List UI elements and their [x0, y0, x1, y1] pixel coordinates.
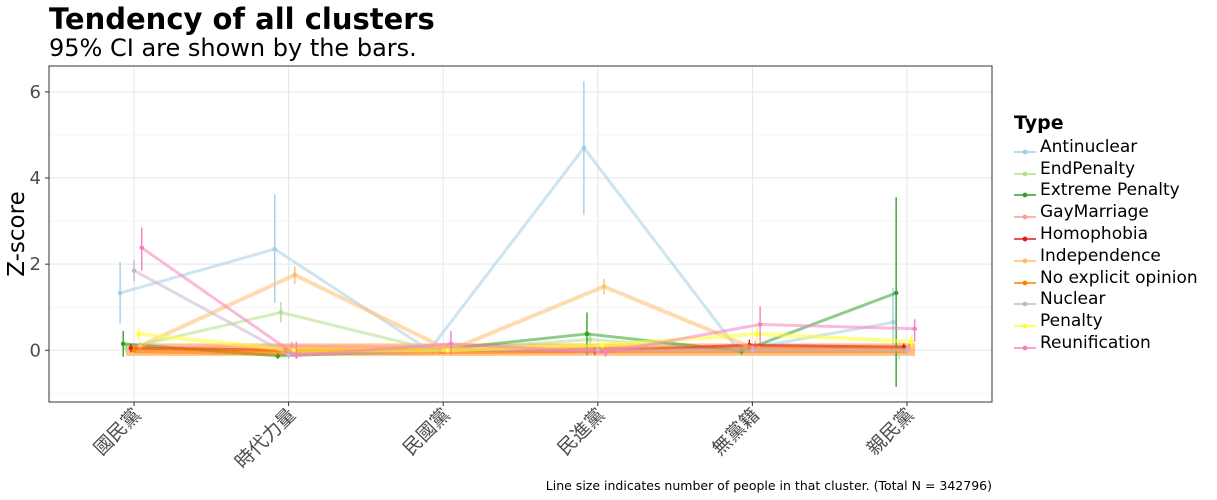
chart-title: Tendency of all clusters [49, 2, 435, 36]
legend-key [1014, 251, 1036, 264]
legend-label: EndPenalty [1040, 158, 1136, 179]
legend-swatch [1014, 214, 1036, 220]
legend-key [1014, 229, 1036, 242]
data-point [136, 331, 141, 337]
data-point [584, 331, 590, 337]
legend-item: Reunification [1014, 332, 1198, 354]
y-tick-label: 2 [30, 254, 41, 275]
data-point [909, 339, 914, 344]
legend-swatch [1014, 280, 1036, 286]
legend-label: Penalty [1040, 311, 1103, 332]
legend-key [1014, 164, 1036, 177]
series-line [133, 269, 907, 357]
data-point [120, 341, 126, 347]
legend-item: Homophobia [1014, 223, 1198, 245]
series-line [140, 246, 915, 357]
data-point [581, 145, 587, 151]
data-point [131, 348, 137, 353]
data-point [445, 348, 451, 353]
legend-item: Antinuclear [1014, 136, 1198, 158]
y-tick-label: 4 [30, 168, 41, 189]
legend-title: Type [1014, 112, 1064, 134]
legend-key [1014, 185, 1036, 198]
x-tick-label: 時代力量 [231, 404, 300, 473]
legend-swatch [1014, 302, 1036, 307]
data-point [904, 348, 910, 353]
data-point [448, 341, 454, 347]
data-point [600, 342, 605, 348]
y-tick-label: 0 [30, 340, 41, 361]
legend-swatch [1014, 323, 1036, 329]
axis-layer: 0 2 4 6 國民黨 時代力量 民國黨 民進黨 無黨籍 親民黨 Z-score [4, 82, 919, 473]
data-point [278, 310, 284, 315]
legend-swatch [1014, 345, 1036, 351]
data-point [272, 246, 278, 252]
x-tick-label: 無黨籍 [708, 404, 764, 460]
legend-label: Reunification [1040, 333, 1151, 354]
legend-items: Antinuclear EndPenalty Extreme Penalty GayM… [1014, 136, 1198, 354]
data-point [292, 272, 298, 278]
legend: Type Antinuclear EndPenalty Extreme Penalt… [1014, 112, 1198, 354]
data-point [294, 353, 299, 358]
caption: Line size indicates number of people in … [545, 478, 992, 493]
data-point [603, 350, 608, 355]
legend-label: No explicit opinion [1040, 267, 1198, 288]
data-point [757, 322, 763, 327]
data-point [750, 348, 755, 353]
x-tick-label: 民進黨 [553, 404, 609, 460]
legend-key [1014, 207, 1036, 220]
legend-key [1014, 294, 1036, 307]
panel-border [48, 65, 993, 403]
data-point [139, 245, 145, 251]
data-point [286, 352, 291, 357]
legend-item: Extreme Penalty [1014, 180, 1198, 202]
legend-swatch [1014, 193, 1036, 198]
legend-label: Extreme Penalty [1040, 180, 1180, 201]
x-tick-label: 民國黨 [399, 404, 455, 460]
legend-swatch [1014, 258, 1036, 264]
data-point [123, 345, 129, 351]
data-point [893, 290, 899, 296]
data-point [289, 343, 295, 349]
data-point [910, 348, 916, 353]
chart-subtitle: 95% CI are shown by the bars. [49, 34, 417, 62]
series-reunification [139, 227, 918, 359]
legend-item: GayMarriage [1014, 201, 1198, 223]
data-point [601, 284, 607, 289]
series-extreme-penalty [120, 197, 899, 387]
data-point [912, 326, 918, 332]
y-axis-label: Z-score [4, 191, 30, 276]
data-point [587, 337, 593, 342]
legend-item: Penalty [1014, 310, 1198, 332]
legend-label: Nuclear [1040, 289, 1106, 310]
legend-label: GayMarriage [1040, 202, 1149, 223]
legend-swatch [1014, 236, 1036, 242]
legend-label: Antinuclear [1040, 136, 1138, 157]
legend-item: EndPenalty [1014, 158, 1198, 180]
legend-label: Independence [1040, 245, 1161, 266]
data-point [117, 290, 123, 296]
x-tick-label: 親民黨 [863, 404, 919, 460]
x-tick-label: 國民黨 [90, 404, 146, 460]
legend-item: Independence [1014, 245, 1198, 267]
data-point [890, 320, 896, 325]
legend-label: Homophobia [1040, 224, 1149, 245]
legend-key [1014, 316, 1036, 329]
data-point [131, 268, 137, 273]
legend-key [1014, 142, 1036, 155]
legend-swatch [1014, 171, 1036, 177]
legend-key [1014, 338, 1036, 351]
legend-swatch [1014, 149, 1036, 155]
data-point [137, 343, 143, 349]
data-point [754, 331, 760, 337]
y-tick-label: 6 [30, 82, 41, 103]
legend-item: No explicit opinion [1014, 267, 1198, 289]
legend-item: Nuclear [1014, 289, 1198, 311]
legend-key [1014, 273, 1036, 286]
series-layer [117, 81, 918, 387]
